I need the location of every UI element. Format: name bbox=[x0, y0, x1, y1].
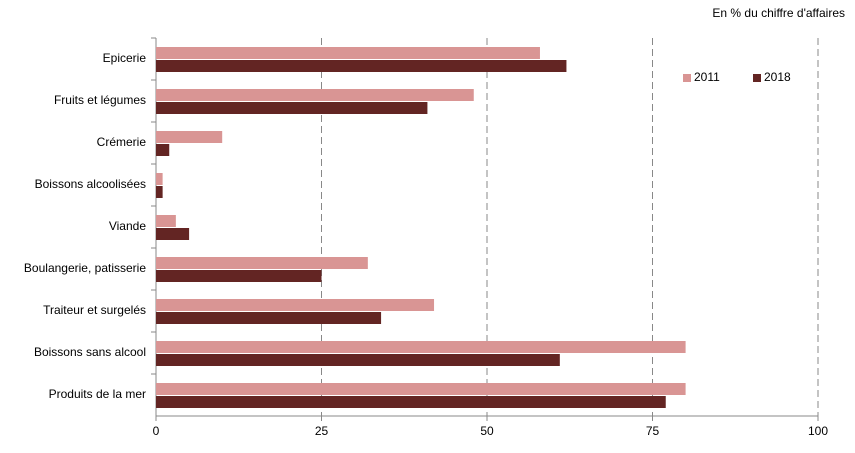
y-tick-label: Crémerie bbox=[97, 135, 147, 149]
y-tick-label: Boissons sans alcool bbox=[34, 345, 146, 359]
bar bbox=[156, 341, 686, 353]
y-tick-label: Viande bbox=[109, 219, 146, 233]
x-tick-label: 0 bbox=[153, 424, 160, 438]
y-tick-label: Fruits et légumes bbox=[54, 93, 146, 107]
legend-swatch bbox=[683, 74, 691, 82]
x-tick-label: 100 bbox=[808, 424, 828, 438]
bar bbox=[156, 270, 322, 282]
bar bbox=[156, 228, 190, 240]
y-tick-label: Traiteur et surgelés bbox=[43, 303, 146, 317]
bar bbox=[156, 383, 686, 395]
bar bbox=[156, 299, 435, 311]
bar bbox=[156, 144, 170, 156]
bar bbox=[156, 173, 163, 185]
y-tick-label: Produits de la mer bbox=[49, 387, 146, 401]
x-tick-label: 75 bbox=[646, 424, 660, 438]
legend-label: 2011 bbox=[694, 70, 720, 84]
bar bbox=[156, 354, 560, 366]
bar bbox=[156, 257, 368, 269]
bar bbox=[156, 47, 540, 59]
x-tick-label: 50 bbox=[480, 424, 494, 438]
y-tick-label: Boissons alcoolisées bbox=[35, 177, 146, 191]
bar bbox=[156, 186, 163, 198]
bar bbox=[156, 102, 428, 114]
bar bbox=[156, 215, 176, 227]
x-tick-label: 25 bbox=[315, 424, 329, 438]
chart-subtitle: En % du chiffre d'affaires bbox=[712, 6, 845, 20]
y-tick-label: Boulangerie, patisserie bbox=[24, 261, 146, 275]
bar bbox=[156, 131, 223, 143]
bar bbox=[156, 60, 567, 72]
bar bbox=[156, 396, 666, 408]
y-tick-label: Epicerie bbox=[103, 51, 147, 65]
bar bbox=[156, 312, 382, 324]
legend-swatch bbox=[753, 74, 761, 82]
bar bbox=[156, 89, 474, 101]
legend-label: 2018 bbox=[764, 70, 791, 84]
